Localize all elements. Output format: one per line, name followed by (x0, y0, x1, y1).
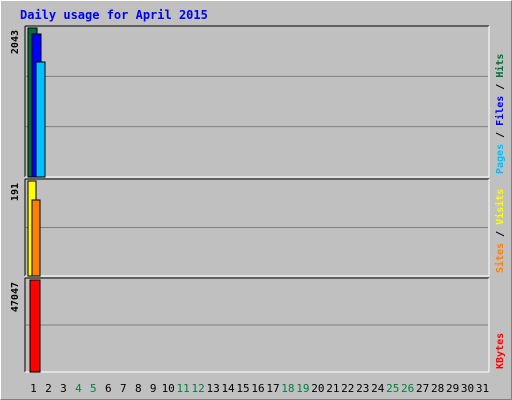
x-tick-label-4: 4 (75, 382, 82, 395)
legend-separator: / (495, 78, 506, 96)
x-tick-label-31: 31 (476, 382, 489, 395)
x-tick-label-18: 18 (281, 382, 294, 395)
bar-pages-day-1 (35, 61, 46, 178)
panel-2-legend-label: Sites / Visits (494, 189, 506, 273)
x-tick-label-8: 8 (135, 382, 142, 395)
legend-sites: Sites (494, 243, 506, 273)
x-tick-label-1: 1 (30, 382, 37, 395)
legend-kbytes: KBytes (495, 333, 506, 369)
x-tick-label-13: 13 (206, 382, 219, 395)
x-tick-label-6: 6 (105, 382, 112, 395)
panel-3-legend-label: KBytes (495, 333, 506, 369)
legend-files: Files (494, 96, 506, 126)
x-tick-label-19: 19 (296, 382, 309, 395)
x-tick-label-7: 7 (120, 382, 127, 395)
x-tick-label-24: 24 (371, 382, 385, 395)
x-tick-label-29: 29 (446, 382, 459, 395)
x-tick-label-9: 9 (150, 382, 157, 395)
x-tick-label-22: 22 (341, 382, 354, 395)
x-tick-label-2: 2 (45, 382, 52, 395)
panel-2-ymax-label: 191 (10, 183, 21, 201)
x-tick-label-11: 11 (177, 382, 190, 395)
legend-pages: Pages (495, 144, 506, 174)
x-tick-label-10: 10 (162, 382, 175, 395)
x-tick-label-3: 3 (60, 382, 67, 395)
panel-1-legend-label: Pages / Files / Hits (494, 54, 506, 174)
panel-1-ymax-label: 2043 (10, 30, 21, 54)
chart-title: Daily usage for April 2015 (20, 8, 208, 22)
legend-separator: / (495, 126, 506, 144)
x-tick-label-5: 5 (90, 382, 97, 395)
x-tick-label-26: 26 (401, 382, 414, 395)
x-tick-label-20: 20 (311, 382, 324, 395)
x-tick-label-15: 15 (236, 382, 249, 395)
legend-separator: / (495, 225, 506, 243)
legend-hits: Hits (494, 54, 506, 78)
x-tick-label-23: 23 (356, 382, 369, 395)
panel-1-background (25, 26, 489, 177)
x-tick-label-21: 21 (326, 382, 339, 395)
panel-3-ymax-label: 47047 (10, 282, 21, 312)
x-tick-label-14: 14 (221, 382, 235, 395)
legend-visits: Visits (494, 189, 506, 225)
bar-sites-day-1 (31, 199, 41, 277)
x-tick-label-12: 12 (192, 382, 205, 395)
x-tick-label-17: 17 (266, 382, 279, 395)
x-tick-label-28: 28 (431, 382, 444, 395)
x-tick-label-16: 16 (251, 382, 264, 395)
bar-kbytes-day-1 (29, 279, 41, 373)
x-tick-label-25: 25 (386, 382, 399, 395)
x-tick-label-27: 27 (416, 382, 429, 395)
x-tick-label-30: 30 (461, 382, 474, 395)
